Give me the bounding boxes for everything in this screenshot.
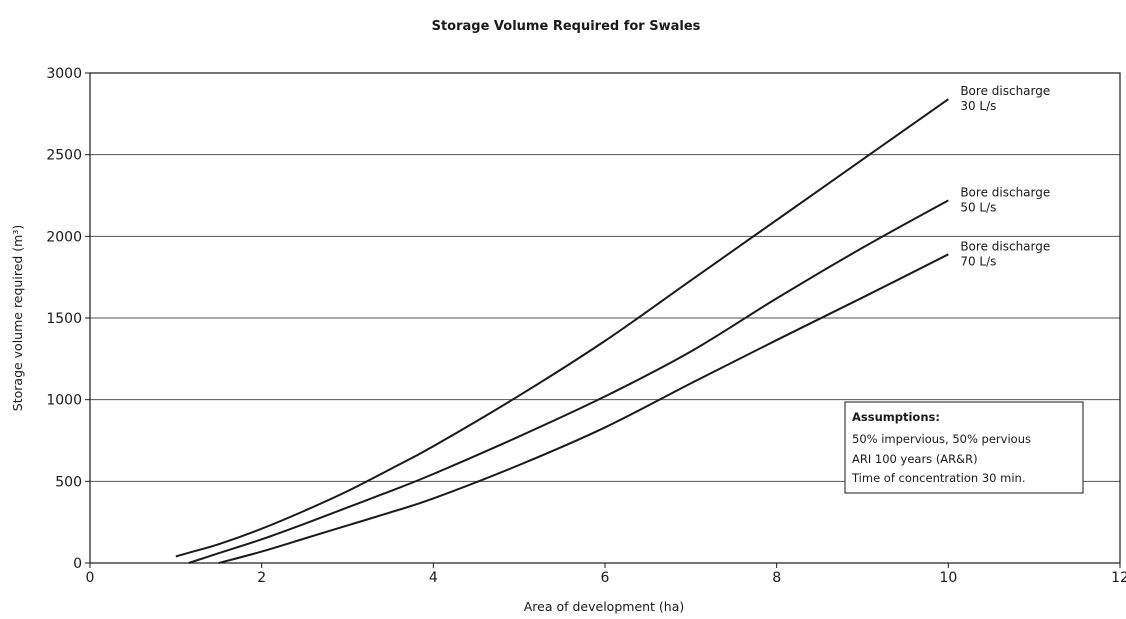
assumptions-line-2: ARI 100 years (AR&R) [852,452,978,466]
assumptions-heading: Assumptions: [852,410,940,424]
y-tick-label: 3000 [46,66,82,82]
assumptions-line-1: 50% impervious, 50% pervious [852,432,1031,446]
series-line-1 [175,98,949,558]
x-axis: 0 2 4 6 8 10 12 [86,563,1126,586]
series-label-2-line-1: Bore discharge [960,185,1050,199]
series-label-3-line-1: Bore discharge [960,239,1050,253]
assumptions-line-3: Time of concentration 30 min. [851,471,1025,485]
x-tick-label: 0 [86,570,95,586]
x-tick-label: 8 [772,570,781,586]
y-axis: 0 500 1000 1500 2000 2500 3000 [46,66,90,572]
chart-title: Storage Volume Required for Swales [432,19,701,34]
x-axis-title: Area of development (ha) [524,599,685,614]
x-tick-label: 12 [1111,570,1126,586]
y-tick-label: 0 [73,556,82,572]
series-group [175,98,949,564]
series-label-3-line-2: 70 L/s [960,254,996,268]
x-tick-label: 2 [257,570,266,586]
series-label-2-line-2: 50 L/s [960,200,996,214]
y-tick-label: 1500 [46,311,82,327]
y-tick-label: 2000 [46,229,82,245]
y-tick-label: 1000 [46,393,82,409]
x-tick-label: 4 [429,570,438,586]
assumptions-box: Assumptions: 50% impervious, 50% perviou… [844,401,1084,494]
x-tick-label: 10 [939,570,957,586]
y-tick-label: 2500 [46,148,82,164]
series-label-1-line-2: 30 L/s [960,99,996,113]
series-line-3 [218,253,949,564]
x-tick-label: 6 [601,570,610,586]
assumptions-box-frame [844,401,1084,494]
series-label-1-line-1: Bore discharge [960,84,1050,98]
series-line-2 [188,199,949,564]
y-tick-label: 500 [55,474,82,490]
y-axis-title: Storage volume required (m³) [10,225,25,411]
